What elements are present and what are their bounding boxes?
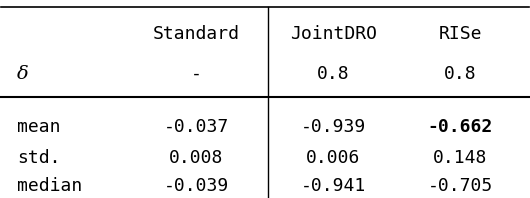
Text: -0.662: -0.662 bbox=[428, 118, 493, 136]
Text: 0.008: 0.008 bbox=[169, 149, 224, 167]
Text: RISe: RISe bbox=[438, 25, 482, 43]
Text: JointDRO: JointDRO bbox=[290, 25, 377, 43]
Text: median: median bbox=[17, 177, 83, 195]
Text: δ: δ bbox=[17, 65, 29, 83]
Text: 0.148: 0.148 bbox=[433, 149, 487, 167]
Text: -0.939: -0.939 bbox=[301, 118, 366, 136]
Text: 0.8: 0.8 bbox=[444, 65, 476, 83]
Text: -0.037: -0.037 bbox=[164, 118, 229, 136]
Text: std.: std. bbox=[17, 149, 61, 167]
Text: 0.8: 0.8 bbox=[317, 65, 350, 83]
Text: -0.705: -0.705 bbox=[428, 177, 493, 195]
Text: 0.006: 0.006 bbox=[306, 149, 361, 167]
Text: -0.941: -0.941 bbox=[301, 177, 366, 195]
Text: mean: mean bbox=[17, 118, 61, 136]
Text: -0.039: -0.039 bbox=[164, 177, 229, 195]
Text: Standard: Standard bbox=[153, 25, 240, 43]
Text: -: - bbox=[191, 65, 202, 83]
